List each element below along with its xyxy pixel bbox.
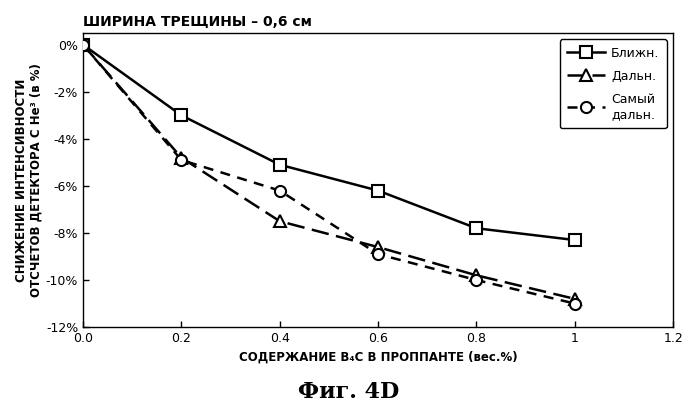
Y-axis label: СНИЖЕНИЕ ИНТЕНСИВНОСТИ
ОТСЧЕТОВ ДЕТЕКТОРА С He³ (в %): СНИЖЕНИЕ ИНТЕНСИВНОСТИ ОТСЧЕТОВ ДЕТЕКТОР… <box>15 63 43 297</box>
Text: Фиг. 4D: Фиг. 4D <box>298 381 400 403</box>
X-axis label: СОДЕРЖАНИЕ B₄C В ПРОППАНТЕ (вес.%): СОДЕРЖАНИЕ B₄C В ПРОППАНТЕ (вес.%) <box>239 350 517 363</box>
Legend: Ближн., Дальн., Самый
дальн.: Ближн., Дальн., Самый дальн. <box>560 39 667 128</box>
Text: ШИРИНА ТРЕЩИНЫ – 0,6 см: ШИРИНА ТРЕЩИНЫ – 0,6 см <box>83 15 312 29</box>
